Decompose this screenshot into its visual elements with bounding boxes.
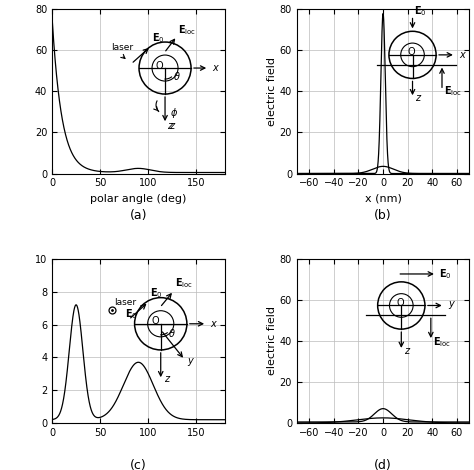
Text: (c): (c) bbox=[130, 459, 146, 470]
X-axis label: polar angle (deg): polar angle (deg) bbox=[90, 194, 186, 204]
Text: (d): (d) bbox=[374, 459, 392, 470]
Y-axis label: electric field: electric field bbox=[267, 306, 277, 376]
X-axis label: x (nm): x (nm) bbox=[365, 194, 401, 204]
Text: (a): (a) bbox=[129, 210, 147, 222]
Text: (b): (b) bbox=[374, 210, 392, 222]
Y-axis label: electric field: electric field bbox=[267, 57, 277, 126]
